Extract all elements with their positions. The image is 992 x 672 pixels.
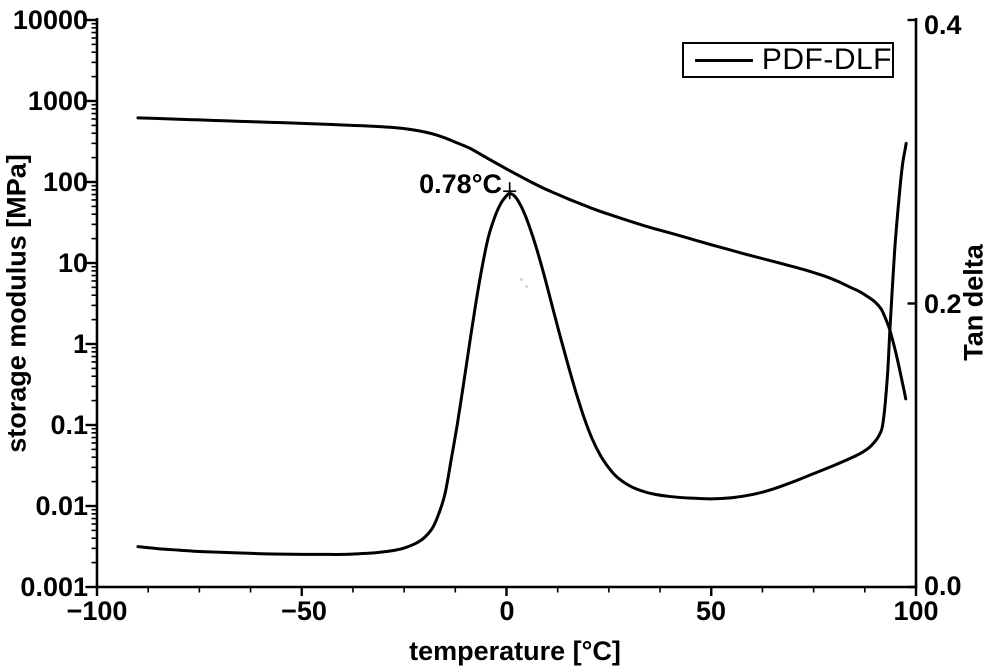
tan_delta-curve [136, 141, 908, 556]
axis-spines [95, 18, 918, 589]
axis-ticks [85, 18, 918, 596]
y-right-tick-0p2: 0.2 [924, 289, 962, 319]
speck-artifact [525, 285, 528, 288]
x-tick-100: 100 [893, 596, 939, 626]
x-axis-title: temperature [°C] [409, 636, 621, 666]
storage_modulus-curve [136, 116, 908, 401]
legend: PDF-DLF [682, 42, 894, 78]
y-left-tick-0p001: 0.001 [20, 572, 88, 602]
y-left-axis-title: storage modulus [MPa] [1, 154, 32, 453]
y-left-tick-1000: 1000 [27, 86, 88, 116]
x-tick-0: 0 [499, 596, 515, 626]
speck-artifact [520, 278, 523, 281]
y-left-tick-0p1: 0.1 [50, 410, 88, 440]
legend-line-sample [695, 58, 753, 62]
peak-marker [503, 182, 517, 200]
x-tick-50: 50 [695, 596, 727, 626]
y-left-tick-100: 100 [42, 167, 88, 197]
x-tick-m50: −50 [281, 596, 327, 626]
y-left-tick-10000: 10000 [12, 5, 88, 35]
peak-annotation: 0.78°C [419, 169, 502, 199]
y-right-axis-title: Tan delta [958, 244, 989, 361]
y-left-tick-10: 10 [57, 248, 88, 278]
y-right-tick-0p4: 0.4 [924, 10, 962, 40]
legend-label: PDF-DLF [761, 43, 892, 76]
y-right-tick-0p0: 0.0 [924, 571, 962, 601]
y-left-tick-1: 1 [72, 329, 88, 359]
x-tick-m100: −100 [66, 596, 128, 626]
y-left-tick-0p01: 0.01 [35, 491, 88, 521]
